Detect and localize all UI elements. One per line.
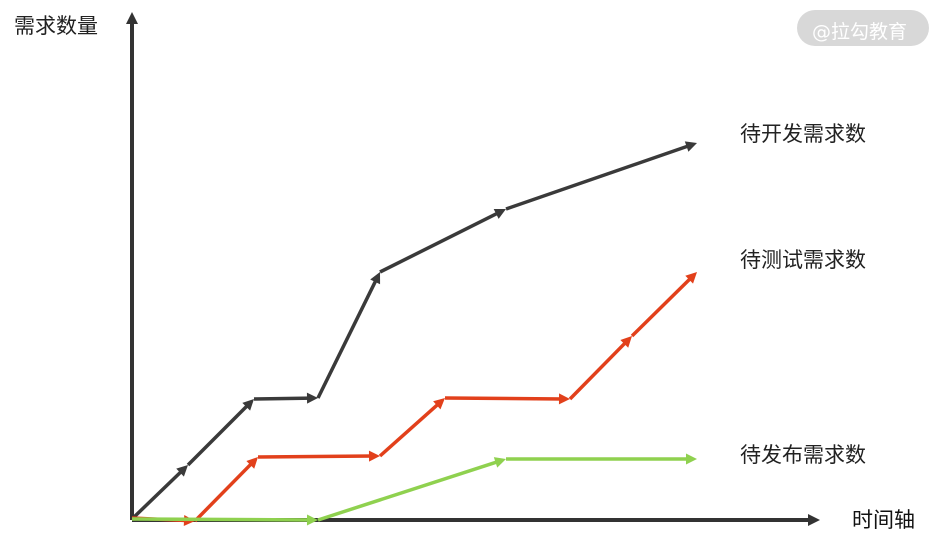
series-line-release-segment	[317, 459, 501, 522]
arrowhead	[620, 336, 632, 348]
series-line-test-segment	[257, 454, 374, 459]
series-line-dev-segment	[505, 143, 692, 211]
arrowhead	[433, 398, 445, 410]
arrowhead	[370, 272, 381, 285]
arrowhead	[306, 392, 318, 404]
arrowhead	[493, 457, 506, 468]
x-axis-label: 时间轴	[852, 508, 915, 532]
arrowhead	[306, 514, 318, 526]
series-line-test-segment	[444, 396, 564, 401]
arrowhead	[558, 393, 570, 405]
series-line-dev-segment	[316, 277, 379, 399]
y-axis-label: 需求数量	[14, 14, 98, 38]
arrowhead	[176, 465, 188, 477]
series-line-test-segment	[378, 401, 442, 458]
series-line-dev-segment	[253, 396, 312, 401]
arrowhead	[684, 141, 697, 152]
watermark: @拉勾教育	[812, 21, 908, 43]
arrowhead	[126, 12, 138, 24]
series-line-test-segment	[568, 339, 629, 401]
arrowhead	[493, 209, 506, 219]
series-line-release-segment	[131, 517, 312, 522]
series-line-dev-segment	[130, 468, 185, 521]
series-label-test: 待测试需求数	[740, 248, 866, 272]
arrowhead	[242, 399, 254, 411]
arrowhead	[246, 457, 258, 469]
series-label-dev: 待开发需求数	[740, 122, 866, 146]
series-line-test-segment	[193, 460, 255, 523]
series-line-test-segment	[630, 275, 694, 338]
watermark-badge	[797, 10, 929, 46]
series-line-dev-segment	[186, 402, 251, 467]
arrowhead	[808, 514, 820, 526]
series-label-release: 待发布需求数	[740, 443, 866, 467]
arrowhead	[685, 272, 697, 284]
arrowhead	[686, 453, 697, 465]
series-line-dev-segment	[379, 210, 501, 274]
arrowhead	[368, 450, 380, 462]
